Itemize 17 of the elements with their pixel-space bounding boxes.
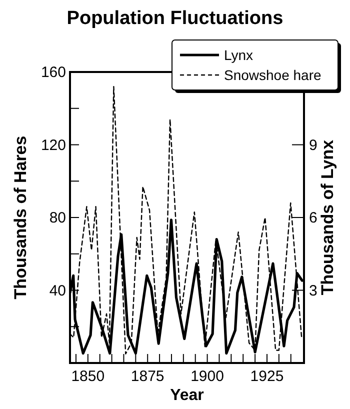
x-tick-label: 1925: [250, 368, 284, 385]
legend-label: Lynx: [224, 47, 254, 63]
y-axis-title: Thousands of Hares: [11, 136, 30, 300]
y2-tick-label: 6: [309, 210, 318, 226]
y2-tick-label: 9: [309, 136, 318, 154]
y2-tick-label: 3: [309, 282, 318, 300]
y2-axis-title: Thousands of Lynx: [318, 139, 337, 296]
x-tick-label: 1850: [71, 368, 105, 385]
y-tick-label: 160: [40, 64, 66, 81]
x-tick-label: 1875: [130, 368, 164, 385]
y-tick-label: 40: [49, 282, 66, 300]
x-axis-title: Year: [170, 387, 204, 404]
chart-title: Population Fluctuations: [66, 8, 284, 29]
legend-label: Snowshoe hare: [224, 67, 322, 83]
y-tick-label: 120: [40, 136, 66, 154]
y-tick-label: 80: [49, 210, 66, 226]
x-tick-label: 1900: [190, 368, 224, 385]
